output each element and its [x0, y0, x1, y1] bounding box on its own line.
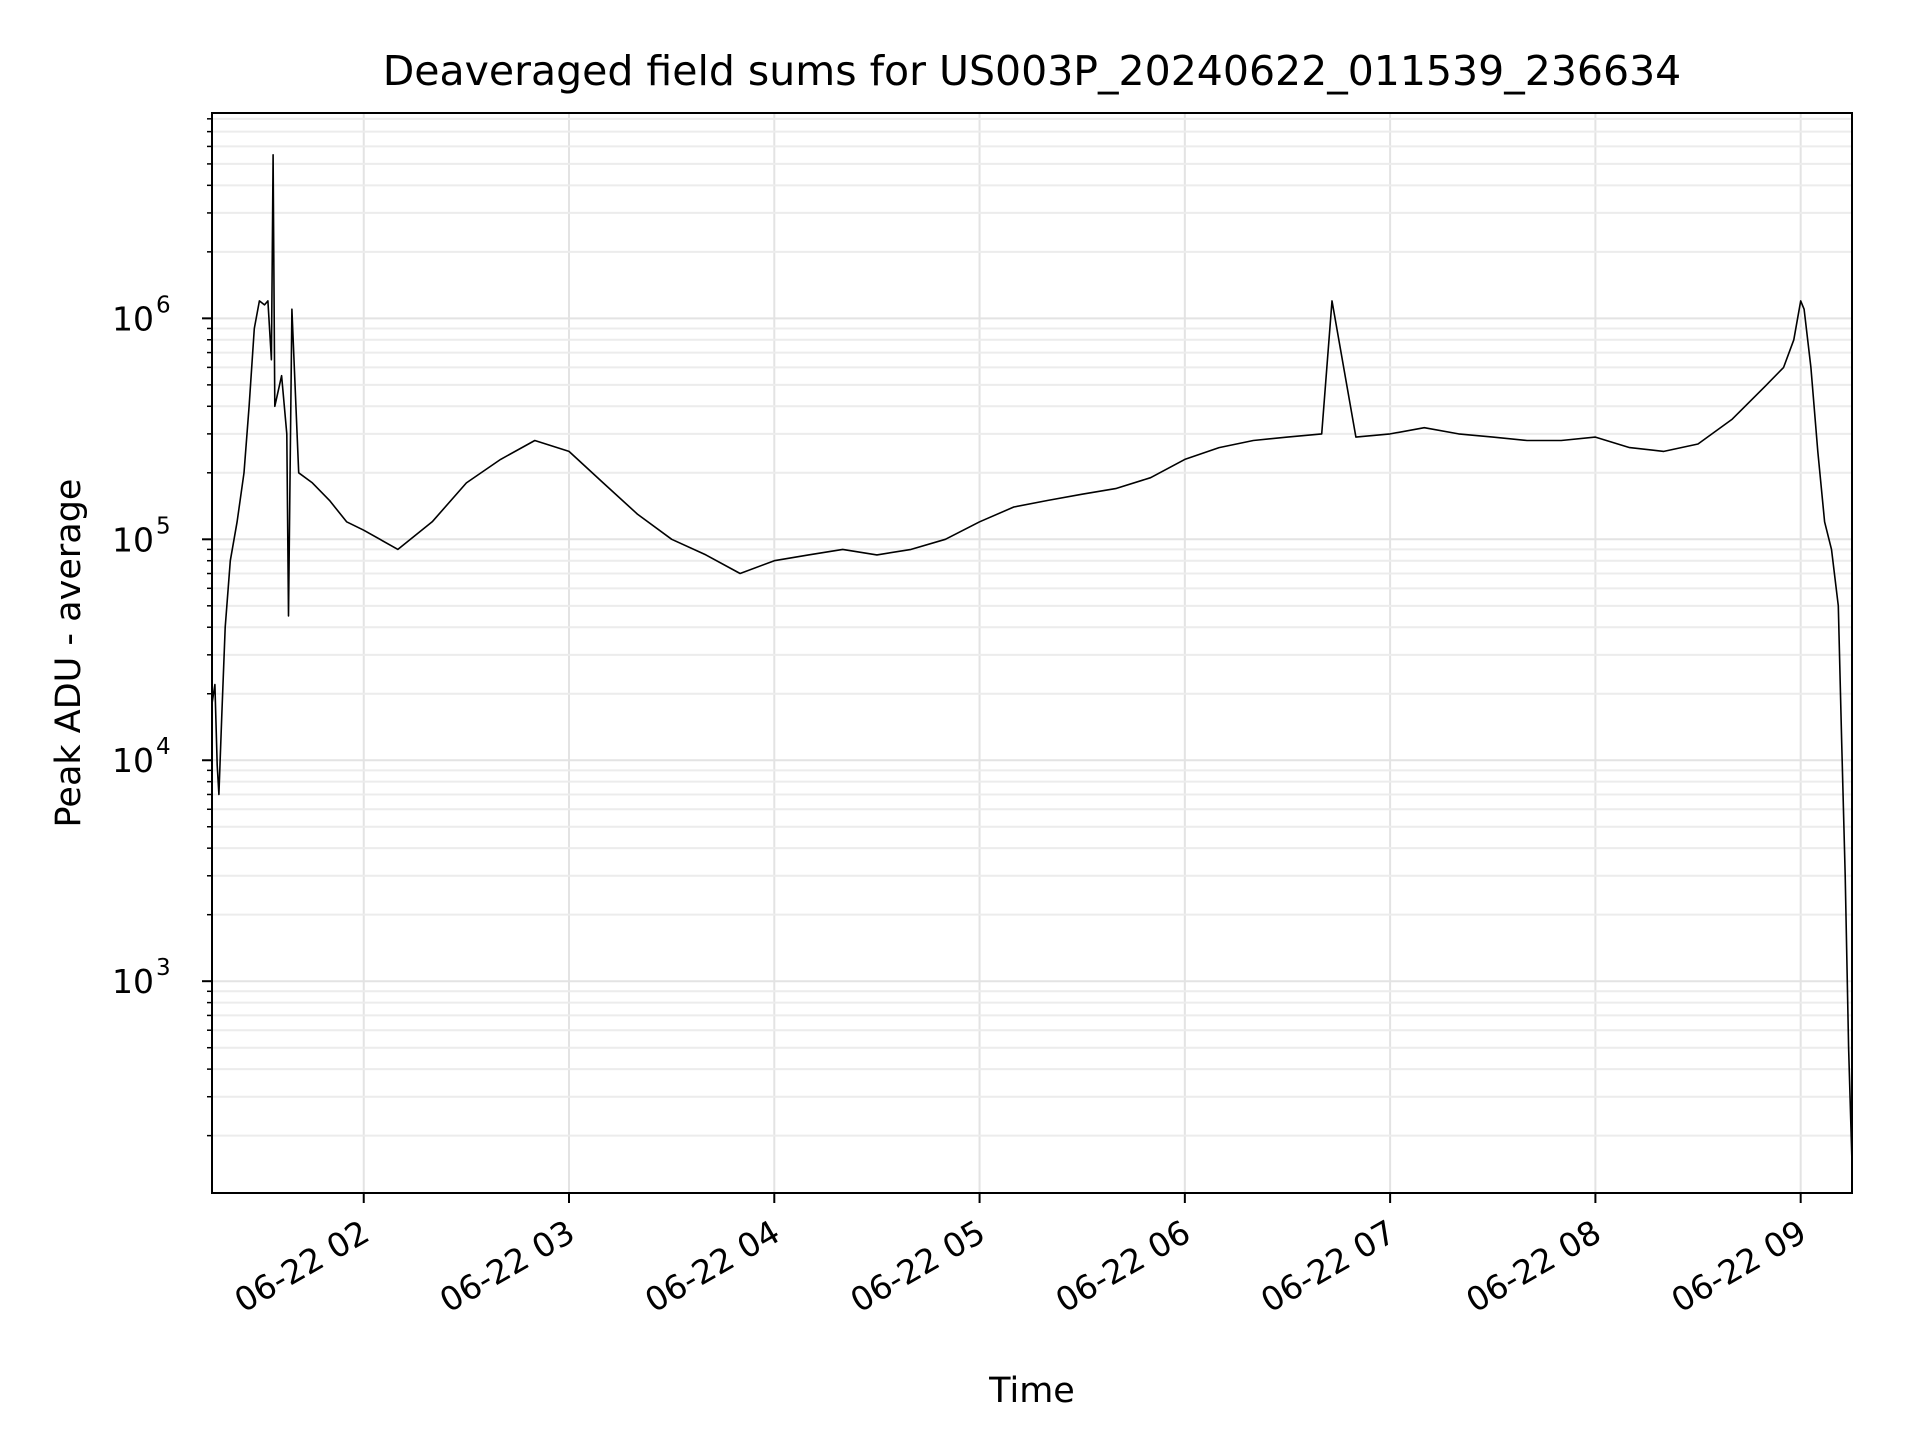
- data-line-layer: [211, 154, 1853, 1164]
- y-tick-exponent: 3: [156, 955, 171, 981]
- plot-frame: [211, 112, 1853, 1194]
- y-tick-exponent: 5: [156, 513, 171, 539]
- x-axis-label: Time: [988, 1371, 1075, 1411]
- y-tick-exponent: 6: [156, 292, 171, 318]
- grid: [212, 113, 1852, 1193]
- data-line: [211, 154, 1853, 1164]
- y-tick-exponent: 4: [156, 734, 171, 760]
- y-axis-label: Peak ADU - average: [49, 479, 89, 828]
- y-tick-label: 10: [112, 741, 154, 780]
- chart-title: Deaveraged field sums for US003P_2024062…: [383, 47, 1682, 95]
- y-tick-label: 10: [112, 299, 154, 338]
- y-tick-label: 10: [112, 520, 154, 559]
- y-tick-label: 10: [112, 962, 154, 1001]
